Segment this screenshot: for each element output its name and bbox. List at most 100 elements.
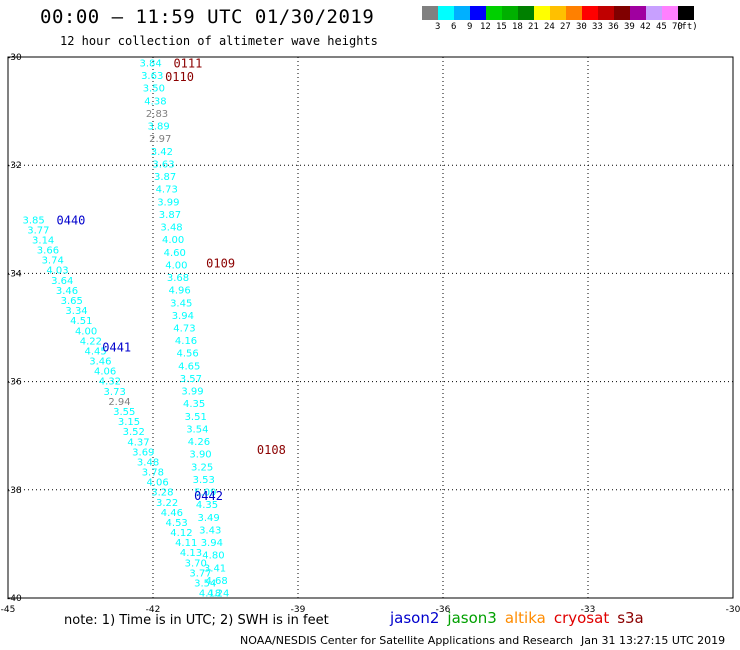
wave-height-value: 4.73 — [173, 324, 195, 335]
legend-label: 15 — [496, 22, 507, 32]
wave-height-value: 3.53 — [193, 475, 215, 486]
lon-tick-label: -39 — [291, 605, 306, 615]
lon-tick-label: -36 — [436, 605, 451, 615]
wave-height-value: 3.85 — [23, 215, 45, 226]
wave-height-value: 3.87 — [154, 172, 176, 183]
wave-height-value: 4.38 — [144, 96, 166, 107]
wave-height-value: 4.51 — [70, 316, 92, 327]
legend-label: 30 — [576, 22, 587, 32]
map-frame — [7, 56, 734, 599]
wave-height-value: 4.65 — [178, 361, 200, 372]
wave-height-value: 3.48 — [160, 223, 182, 234]
wave-height-value: 3.52 — [123, 427, 145, 438]
wave-height-value: 4.06 — [146, 478, 168, 489]
legend-label: 12 — [480, 22, 491, 32]
lon-tick-label: -42 — [146, 605, 161, 615]
legend-swatch — [582, 6, 598, 20]
wave-height-value: 3.89 — [148, 122, 170, 133]
wave-height-value: 4.32 — [99, 377, 121, 388]
legend-label: 27 — [560, 22, 571, 32]
legend-label: 21 — [528, 22, 539, 32]
legend-swatch — [438, 6, 454, 20]
wave-height-value: 3.78 — [142, 468, 164, 479]
wave-height-value: 4.16 — [175, 336, 197, 347]
wave-height-value: 4.68 — [206, 576, 228, 587]
wave-height-value: 4.35 — [196, 500, 218, 511]
wave-height-value: 4.45 — [84, 346, 106, 357]
satellite-key-altika: altika — [504, 609, 546, 627]
wave-height-value: 3.41 — [204, 563, 226, 574]
wave-height-value: 3.50 — [143, 84, 165, 95]
legend-label: 70 — [672, 22, 683, 32]
chart-title: 00:00 – 11:59 UTC 01/30/2019 — [40, 6, 375, 28]
satellite-key-cryosat: cryosat — [553, 609, 610, 627]
wave-height-value: 3.66 — [37, 246, 59, 257]
wave-height-value: 4.96 — [168, 286, 190, 297]
wave-height-value: 4.46 — [161, 508, 183, 519]
wave-height-value: 3.45 — [170, 298, 192, 309]
wave-height-value: 5.09 — [194, 488, 216, 499]
legend-label: 24 — [544, 22, 555, 32]
wave-height-value: 4.12 — [170, 528, 192, 539]
wave-height-value: 3.55 — [113, 407, 135, 418]
wave-height-value: 3.15 — [118, 417, 140, 428]
wave-height-value: 3.90 — [189, 450, 211, 461]
wave-height-value: 3.22 — [156, 498, 178, 509]
wave-height-value: 3.77 — [27, 225, 49, 236]
wave-height-value: 3.99 — [181, 387, 203, 398]
generated-timestamp: Jan 31 13:27:15 UTC 2019 — [581, 634, 726, 647]
wave-height-value: 3.70 — [185, 558, 207, 569]
legend-swatch — [646, 6, 662, 20]
legend-swatch — [630, 6, 646, 20]
wave-height-value: 4.60 — [164, 248, 186, 259]
lat-tick-label: -36 — [7, 378, 22, 388]
legend-label: 18 — [512, 22, 523, 32]
legend-swatch — [566, 6, 582, 20]
legend-unit: (ft) — [676, 22, 698, 32]
wave-height-value: 3.49 — [197, 513, 219, 524]
legend-swatch — [662, 6, 678, 20]
wave-height-value: 3.63 — [152, 159, 174, 170]
color-legend: 3 6 9 12 15 18 21 24 27 30 33 36 39 42 45 70 (ft) — [422, 6, 698, 34]
legend-label: 45 — [656, 22, 667, 32]
wave-height-value: 4.18 — [199, 589, 221, 600]
wave-height-value: 3.63 — [141, 71, 163, 82]
legend-label: 39 — [624, 22, 635, 32]
chart-subtitle: 12 hour collection of altimeter wave hei… — [60, 34, 378, 48]
track-time-label: 0440 — [57, 213, 86, 227]
satellite-key-jason3: jason3 — [447, 609, 497, 627]
legend-swatch — [598, 6, 614, 20]
wave-height-value: 3.54 — [186, 424, 208, 435]
legend-swatch — [486, 6, 502, 20]
wave-height-value: 3.25 — [191, 462, 213, 473]
lon-tick-label: -45 — [1, 605, 16, 615]
legend-swatch — [518, 6, 534, 20]
lon-tick-label: -33 — [581, 605, 596, 615]
wave-height-value: 3.77 — [189, 568, 211, 579]
wave-height-value: 3.87 — [159, 210, 181, 221]
wave-height-value: 4.13 — [180, 548, 202, 559]
wave-height-value: 3.84 — [139, 58, 161, 69]
legend-swatch — [454, 6, 470, 20]
legend-swatch — [502, 6, 518, 20]
legend-label: 3 — [435, 22, 441, 32]
lon-tick-label: -30 — [726, 605, 740, 615]
legend-swatch — [550, 6, 566, 20]
wave-height-value: 4.24 — [207, 589, 229, 600]
wave-height-value: 4.00 — [75, 326, 97, 337]
lat-tick-label: -32 — [7, 161, 22, 171]
wave-height-value: 4.53 — [166, 518, 188, 529]
wave-height-value: 3.14 — [32, 235, 54, 246]
wave-height-value: 4.00 — [165, 260, 187, 271]
track-time-label: 0442 — [194, 489, 223, 503]
legend-swatch — [614, 6, 630, 20]
wave-height-value: 4.06 — [94, 367, 116, 378]
wave-height-value: 3.99 — [157, 197, 179, 208]
wave-height-value: 3.64 — [51, 276, 73, 287]
track-time-label: 0109 — [206, 257, 235, 271]
satellite-key: jason2 jason3 altika cryosat s3a — [390, 609, 652, 627]
wave-height-value: 4.37 — [127, 437, 149, 448]
wave-height-value: 4.73 — [156, 185, 178, 196]
wave-height-value: 2.97 — [149, 134, 171, 145]
